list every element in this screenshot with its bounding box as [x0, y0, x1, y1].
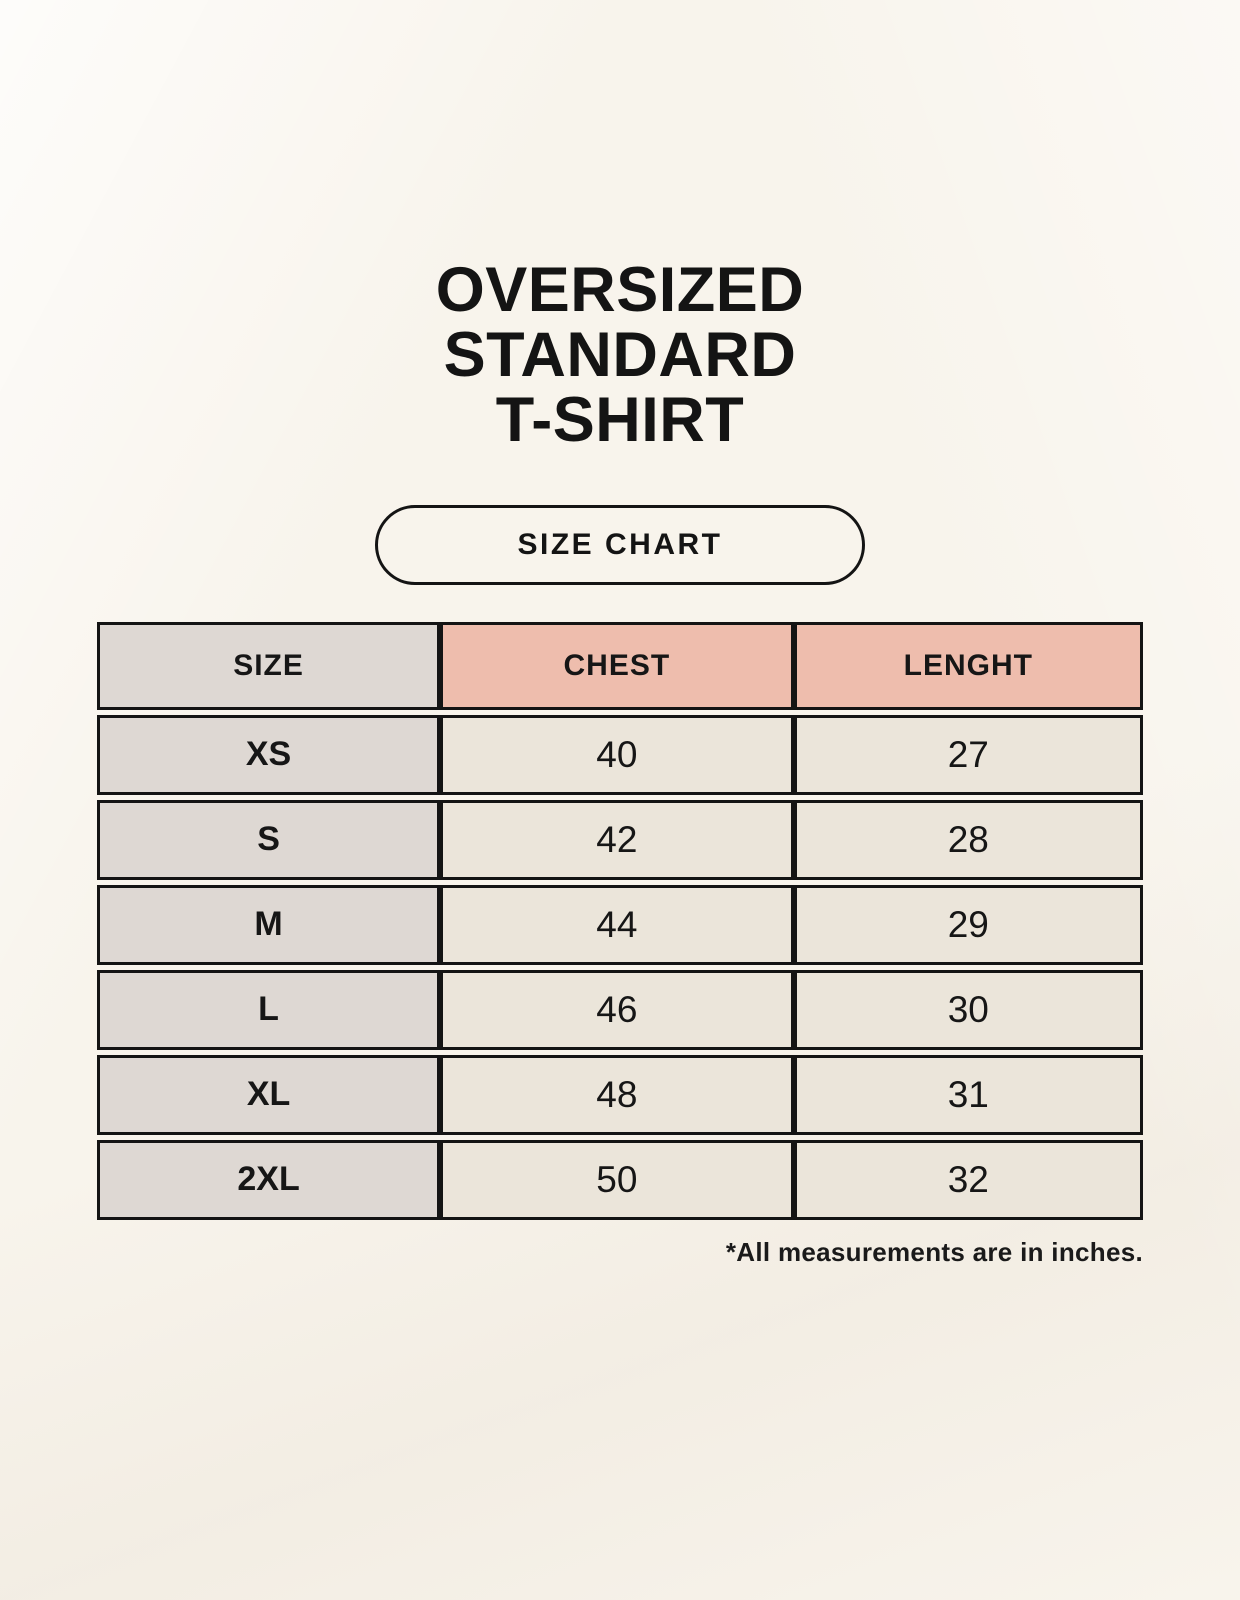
size-table-head: SIZE CHEST LENGHT — [97, 621, 1143, 710]
table-row: XS 40 27 — [97, 714, 1143, 795]
length-value-cell: 28 — [793, 799, 1143, 880]
product-title: OVERSIZED STANDARD T-SHIRT — [97, 258, 1143, 453]
size-label-cell: L — [97, 969, 441, 1050]
table-row: L 46 30 — [97, 969, 1143, 1050]
product-title-line-3: T-SHIRT — [495, 384, 745, 455]
size-label-cell: S — [97, 799, 441, 880]
size-label-cell: XS — [97, 714, 441, 795]
size-table: SIZE CHEST LENGHT XS 40 27 S 42 28 M 44 … — [97, 617, 1143, 1225]
size-label-cell: XL — [97, 1054, 441, 1135]
length-value-cell: 32 — [793, 1139, 1143, 1220]
chest-value-cell: 48 — [440, 1054, 794, 1135]
product-title-line-1: OVERSIZED — [435, 255, 805, 325]
table-row: M 44 29 — [97, 884, 1143, 965]
length-value-cell: 27 — [793, 714, 1143, 795]
table-row: S 42 28 — [97, 799, 1143, 880]
measurements-footnote: *All measurements are in inches. — [725, 1236, 1143, 1267]
size-label-cell: 2XL — [97, 1139, 441, 1220]
header-cell-size: SIZE — [97, 621, 441, 710]
size-table-body: XS 40 27 S 42 28 M 44 29 L 46 30 XL 48 — [97, 714, 1143, 1220]
size-label-cell: M — [97, 884, 441, 965]
header-cell-lenght: LENGHT — [793, 621, 1143, 710]
table-header-row: SIZE CHEST LENGHT — [97, 621, 1143, 710]
chest-value-cell: 50 — [440, 1139, 794, 1220]
chest-value-cell: 44 — [440, 884, 794, 965]
length-value-cell: 31 — [793, 1054, 1143, 1135]
size-chart-poster: OVERSIZED STANDARD T-SHIRT SIZE CHART SI… — [97, 0, 1143, 1268]
length-value-cell: 30 — [793, 969, 1143, 1050]
chest-value-cell: 46 — [440, 969, 794, 1050]
header-cell-chest: CHEST — [440, 621, 794, 710]
table-row: XL 48 31 — [97, 1054, 1143, 1135]
size-chart-badge-label: SIZE CHART — [517, 527, 723, 561]
length-value-cell: 29 — [793, 884, 1143, 965]
product-title-line-2: STANDARD — [443, 319, 797, 390]
size-chart-badge: SIZE CHART — [375, 504, 865, 585]
table-row: 2XL 50 32 — [97, 1139, 1143, 1220]
chest-value-cell: 40 — [440, 714, 794, 795]
chest-value-cell: 42 — [440, 799, 794, 880]
